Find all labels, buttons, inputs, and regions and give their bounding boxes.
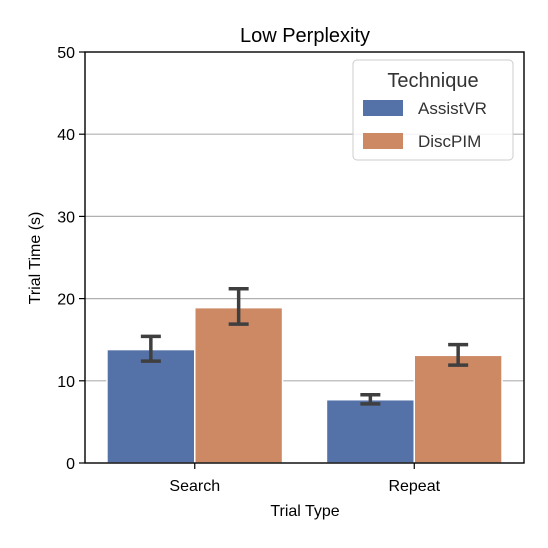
plot-frame [84, 51, 525, 464]
legend-label-assistvr: AssistVR [418, 99, 487, 118]
legend-swatch-discpim [363, 133, 403, 149]
y-axis-title: Trial Time (s) [27, 212, 44, 305]
axes [79, 51, 525, 469]
y-tick-label: 40 [57, 127, 75, 144]
bars [106, 306, 503, 464]
bar-discpim-search [194, 306, 284, 464]
chart-title: Low Perplexity [240, 25, 370, 47]
y-tick-label: 20 [57, 292, 75, 309]
error-bars [140, 286, 469, 406]
legend: Technique AssistVR DiscPIM [352, 59, 514, 161]
bar-assistvr-repeat [325, 398, 416, 464]
legend-label-discpim: DiscPIM [418, 132, 481, 151]
x-axis-title: Trial Type [270, 503, 339, 520]
y-tick-label: 10 [57, 374, 75, 391]
y-tick-label: 50 [57, 45, 75, 62]
legend-items: AssistVR DiscPIM [363, 99, 487, 151]
bar-assistvr-search [106, 348, 196, 464]
legend-title: Technique [387, 70, 478, 92]
x-tick-label: Repeat [388, 478, 440, 495]
x-tick-label: Search [169, 478, 220, 495]
legend-swatch-assistvr [363, 100, 403, 116]
y-tick-label: 0 [66, 456, 75, 473]
bar-discpim-repeat [413, 354, 503, 464]
y-tick-label: 30 [57, 209, 75, 226]
tick-labels: 0 10 20 30 40 50 Search Repeat [57, 45, 440, 495]
